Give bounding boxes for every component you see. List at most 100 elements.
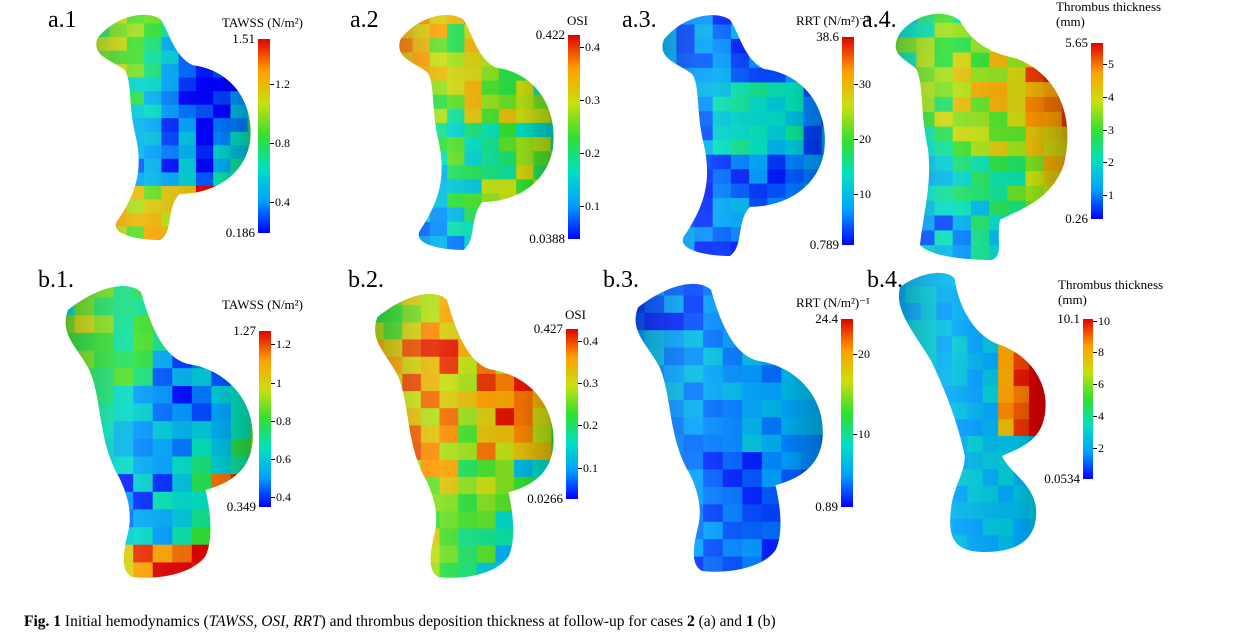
- figure-caption: Fig. 1 Initial hemodynamics (TAWSS, OSI,…: [24, 612, 1224, 632]
- colorbar-min-a3: 0.789: [809, 237, 839, 252]
- colorbar-title-a4: Thrombus thickness: [1056, 0, 1162, 14]
- caption-text-3: (a) and: [694, 613, 746, 630]
- colorbar-max-a4: 5.65: [1065, 35, 1088, 50]
- colorbar-tick-mark-a1: [270, 143, 274, 144]
- colorbar-tick-b4: 6: [1098, 377, 1104, 392]
- colorbar-tick-mark-b2: [578, 425, 582, 427]
- colorbar-title-a1: TAWSS (N/m²): [222, 15, 303, 30]
- colorbar-min-b4: 0.0534: [1044, 471, 1080, 486]
- colorbar-tick-a1: 1.2: [275, 77, 290, 92]
- colorbar-tick-a3: 20: [859, 132, 871, 147]
- colorbar-tick-b1: 0.8: [276, 413, 291, 428]
- panel-label-a3: a.3.: [622, 7, 657, 33]
- caption-case-b: 1: [745, 613, 754, 630]
- colorbar-tick-a4: 2: [1108, 155, 1114, 170]
- caption-case-a: 2: [686, 613, 695, 630]
- colorbar-tick-mark-a4: [1103, 129, 1107, 131]
- colorbar-tick-mark-b4: [1093, 416, 1097, 418]
- colorbar-tick-mark-b2: [578, 340, 582, 342]
- colorbar-tick-a3: 10: [859, 187, 871, 202]
- colorbar-tick-mark-a4: [1103, 64, 1107, 66]
- vessel-render-b1: [65, 286, 253, 578]
- colorbar-tick-b2: 0.3: [583, 375, 598, 390]
- vessel-render-a2: [399, 14, 554, 250]
- colorbar-unit-a4: (mm): [1056, 14, 1085, 29]
- colorbar-min-a1: 0.186: [225, 225, 255, 240]
- colorbar-tick-b4: 2: [1098, 441, 1104, 455]
- colorbar-b1: [259, 331, 271, 507]
- colorbar-tick-mark-a2: [580, 206, 584, 208]
- colorbar-tick-mark-b3: [853, 354, 857, 356]
- caption-text-4: (b): [753, 613, 776, 630]
- colorbar-title-b3: RRT (N/m²)⁻¹: [796, 295, 870, 310]
- panel-label-b3: b.3.: [603, 267, 639, 293]
- colorbar-max-b4: 10.1: [1057, 311, 1080, 326]
- colorbar-tick-b3: 10: [858, 427, 870, 442]
- colorbar-min-b2: 0.0266: [527, 491, 563, 506]
- figure: a.1 TAWSS (N/m²) 1.51 0.186 1.2 0.8 0.4 a.2 OSI 0…: [38, 0, 1164, 578]
- panel-label-b1: b.1.: [38, 267, 74, 293]
- colorbar-tick-mark-a3: [854, 194, 858, 196]
- colorbar-tick-a4: 3: [1108, 122, 1114, 137]
- colorbar-min-a2: 0.0388: [529, 231, 565, 246]
- colorbar-tick-a4: 5: [1108, 57, 1114, 72]
- colorbar-max-b3: 24.4: [815, 311, 838, 326]
- colorbar-tick-a4: 1: [1108, 187, 1114, 202]
- panel-label-a2: a.2: [350, 7, 379, 33]
- colorbar-b2: [566, 329, 578, 499]
- colorbar-title-b1: TAWSS (N/m²): [222, 297, 303, 312]
- colorbar-tick-b1: 1: [276, 375, 282, 390]
- colorbar-title-a3: RRT (N/m²)⁻¹: [796, 13, 870, 28]
- colorbar-tick-mark-b4: [1093, 384, 1097, 386]
- colorbar-tick-a4: 4: [1108, 89, 1114, 104]
- colorbar-tick-mark-a3: [854, 84, 858, 86]
- colorbar-tick-mark-a1: [270, 84, 274, 86]
- vessel-render-a3: [662, 15, 825, 256]
- colorbar-tick-b3: 20: [858, 347, 870, 362]
- colorbar-tick-mark-a4: [1103, 194, 1107, 196]
- colorbar-tick-mark-b1: [271, 420, 275, 422]
- vessel-render-b3: [635, 283, 823, 572]
- colorbar-tick-b4: 8: [1098, 345, 1104, 360]
- colorbar-tick-a1: 0.8: [275, 136, 290, 150]
- colorbar-title-b4: Thrombus thickness: [1058, 277, 1164, 292]
- colorbar-tick-mark-b4: [1093, 352, 1097, 354]
- caption-metrics: TAWSS, OSI, RRT: [208, 613, 321, 630]
- colorbar-tick-b1: 0.6: [276, 452, 291, 466]
- colorbar-tick-b2: 0.4: [583, 333, 598, 348]
- colorbar-tick-mark-b2: [578, 382, 582, 384]
- colorbar-tick-mark-a3: [854, 139, 858, 141]
- panel-label-a4: a.4.: [862, 7, 897, 33]
- colorbar-unit-b4: (mm): [1058, 292, 1087, 307]
- colorbar-tick-mark-b1: [271, 497, 275, 499]
- colorbar-max-a3: 38.6: [816, 29, 839, 44]
- colorbar-tick-a2: 0.2: [585, 146, 600, 161]
- colorbar-tick-mark-b1: [271, 459, 275, 460]
- colorbar-min-a4: 0.26: [1065, 211, 1088, 226]
- vessel-render-b2: [375, 293, 554, 578]
- colorbar-tick-b1: 1.2: [276, 337, 291, 352]
- colorbar-a1: [258, 39, 270, 233]
- colorbar-tick-mark-b4: [1093, 448, 1097, 449]
- panel-label-a1: a.1: [48, 7, 77, 33]
- colorbar-min-b1: 0.349: [226, 499, 256, 514]
- colorbar-tick-a2: 0.3: [585, 92, 600, 107]
- colorbar-tick-b4: 10: [1098, 313, 1110, 328]
- colorbar-title-a2: OSI: [567, 13, 588, 28]
- colorbar-tick-mark-b2: [578, 467, 582, 469]
- panel-label-b4: b.4.: [867, 267, 903, 293]
- colorbar-a4: [1091, 43, 1103, 219]
- colorbar-tick-mark-a2: [580, 46, 584, 48]
- caption-text-2: ) and thrombus deposition thickness at f…: [320, 613, 687, 630]
- colorbar-tick-mark-a4: [1103, 96, 1107, 98]
- panel-label-b2: b.2.: [348, 267, 384, 293]
- colorbar-tick-mark-a2: [580, 99, 584, 101]
- colorbar-tick-mark-b4: [1093, 320, 1097, 322]
- colorbar-tick-a3: 30: [859, 77, 871, 92]
- colorbar-tick-a1: 0.4: [275, 194, 290, 209]
- colorbar-tick-b1: 0.4: [276, 490, 291, 505]
- colorbar-tick-mark-b1: [271, 382, 275, 384]
- colorbar-a2: [568, 35, 580, 239]
- colorbar-tick-a2: 0.4: [585, 39, 600, 54]
- colorbar-title-b2: OSI: [565, 307, 586, 322]
